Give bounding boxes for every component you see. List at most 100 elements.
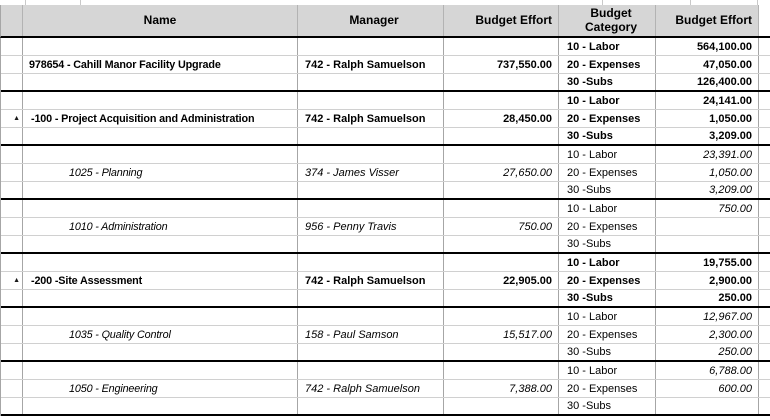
- budget-effort-detail-cell[interactable]: 6,788.00: [656, 362, 759, 379]
- budget-effort-cell[interactable]: [444, 200, 559, 217]
- manager-cell[interactable]: [298, 182, 444, 198]
- manager-cell[interactable]: 956 - Penny Travis: [298, 218, 444, 235]
- budget-effort-detail-cell[interactable]: 1,050.00: [656, 110, 759, 127]
- header-budget-effort-detail[interactable]: Budget Effort: [656, 5, 759, 36]
- budget-effort-detail-cell[interactable]: 126,400.00: [656, 74, 759, 90]
- manager-cell[interactable]: [298, 236, 444, 252]
- manager-cell[interactable]: [298, 308, 444, 325]
- budget-category-cell[interactable]: 10 - Labor: [559, 146, 656, 163]
- budget-effort-cell[interactable]: [444, 398, 559, 414]
- budget-effort-cell[interactable]: [444, 92, 559, 109]
- budget-effort-cell[interactable]: 27,650.00: [444, 164, 559, 181]
- budget-effort-cell[interactable]: 28,450.00: [444, 110, 559, 127]
- budget-effort-detail-cell[interactable]: 47,050.00: [656, 56, 759, 73]
- name-cell[interactable]: 978654 - Cahill Manor Facility Upgrade: [23, 56, 298, 73]
- name-cell[interactable]: -200 -Site Assessment: [23, 272, 298, 289]
- manager-cell[interactable]: 158 - Paul Samson: [298, 326, 444, 343]
- name-cell[interactable]: [23, 182, 298, 198]
- budget-effort-cell[interactable]: [444, 344, 559, 360]
- budget-effort-detail-cell[interactable]: [656, 218, 759, 235]
- budget-effort-detail-cell[interactable]: 750.00: [656, 200, 759, 217]
- manager-cell[interactable]: 742 - Ralph Samuelson: [298, 110, 444, 127]
- budget-effort-detail-cell[interactable]: 2,900.00: [656, 272, 759, 289]
- budget-effort-detail-cell[interactable]: 600.00: [656, 380, 759, 397]
- name-cell[interactable]: [23, 290, 298, 306]
- manager-cell[interactable]: [298, 38, 444, 55]
- budget-effort-cell[interactable]: 22,905.00: [444, 272, 559, 289]
- budget-category-cell[interactable]: 30 -Subs: [559, 74, 656, 90]
- budget-category-cell[interactable]: 30 -Subs: [559, 236, 656, 252]
- manager-cell[interactable]: [298, 146, 444, 163]
- manager-cell[interactable]: [298, 128, 444, 144]
- manager-cell[interactable]: [298, 200, 444, 217]
- budget-effort-detail-cell[interactable]: [656, 398, 759, 414]
- budget-effort-detail-cell[interactable]: 12,967.00: [656, 308, 759, 325]
- budget-category-cell[interactable]: 30 -Subs: [559, 398, 656, 414]
- budget-effort-detail-cell[interactable]: 3,209.00: [656, 182, 759, 198]
- budget-category-cell[interactable]: 10 - Labor: [559, 362, 656, 379]
- budget-category-cell[interactable]: 30 -Subs: [559, 344, 656, 360]
- budget-effort-cell[interactable]: 15,517.00: [444, 326, 559, 343]
- budget-category-cell[interactable]: 20 - Expenses: [559, 110, 656, 127]
- budget-effort-detail-cell[interactable]: 24,141.00: [656, 92, 759, 109]
- name-cell[interactable]: [23, 344, 298, 360]
- budget-category-cell[interactable]: 20 - Expenses: [559, 272, 656, 289]
- budget-category-cell[interactable]: 20 - Expenses: [559, 326, 656, 343]
- budget-category-cell[interactable]: 10 - Labor: [559, 200, 656, 217]
- budget-effort-detail-cell[interactable]: 3,209.00: [656, 128, 759, 144]
- budget-effort-cell[interactable]: [444, 362, 559, 379]
- name-cell[interactable]: [23, 128, 298, 144]
- name-cell[interactable]: [23, 146, 298, 163]
- manager-cell[interactable]: [298, 92, 444, 109]
- budget-effort-cell[interactable]: [444, 290, 559, 306]
- budget-effort-cell[interactable]: 750.00: [444, 218, 559, 235]
- budget-category-cell[interactable]: 20 - Expenses: [559, 218, 656, 235]
- budget-effort-detail-cell[interactable]: 250.00: [656, 344, 759, 360]
- budget-effort-cell[interactable]: [444, 182, 559, 198]
- name-cell[interactable]: [23, 236, 298, 252]
- budget-effort-detail-cell[interactable]: 564,100.00: [656, 38, 759, 55]
- budget-effort-detail-cell[interactable]: 250.00: [656, 290, 759, 306]
- manager-cell[interactable]: 742 - Ralph Samuelson: [298, 272, 444, 289]
- name-cell[interactable]: [23, 92, 298, 109]
- header-name[interactable]: Name: [23, 5, 298, 36]
- budget-category-cell[interactable]: 10 - Labor: [559, 38, 656, 55]
- budget-category-cell[interactable]: 30 -Subs: [559, 182, 656, 198]
- name-cell[interactable]: [23, 398, 298, 414]
- name-cell[interactable]: 1025 - Planning: [23, 164, 298, 181]
- name-cell[interactable]: [23, 38, 298, 55]
- budget-effort-cell[interactable]: [444, 128, 559, 144]
- budget-effort-cell[interactable]: [444, 74, 559, 90]
- budget-effort-cell[interactable]: [444, 236, 559, 252]
- budget-category-cell[interactable]: 20 - Expenses: [559, 56, 656, 73]
- name-cell[interactable]: 1035 - Quality Control: [23, 326, 298, 343]
- budget-effort-detail-cell[interactable]: 23,391.00: [656, 146, 759, 163]
- collapse-triangle-icon[interactable]: ▲: [13, 115, 20, 122]
- manager-cell[interactable]: 374 - James Visser: [298, 164, 444, 181]
- budget-effort-detail-cell[interactable]: 19,755.00: [656, 254, 759, 271]
- manager-cell[interactable]: 742 - Ralph Samuelson: [298, 56, 444, 73]
- name-cell[interactable]: [23, 254, 298, 271]
- manager-cell[interactable]: 742 - Ralph Samuelson: [298, 380, 444, 397]
- budget-category-cell[interactable]: 20 - Expenses: [559, 164, 656, 181]
- budget-category-cell[interactable]: 10 - Labor: [559, 92, 656, 109]
- name-cell[interactable]: 1010 - Administration: [23, 218, 298, 235]
- manager-cell[interactable]: [298, 290, 444, 306]
- budget-category-cell[interactable]: 20 - Expenses: [559, 380, 656, 397]
- budget-effort-detail-cell[interactable]: [656, 236, 759, 252]
- budget-effort-detail-cell[interactable]: 1,050.00: [656, 164, 759, 181]
- name-cell[interactable]: [23, 74, 298, 90]
- budget-effort-cell[interactable]: 737,550.00: [444, 56, 559, 73]
- name-cell[interactable]: [23, 308, 298, 325]
- header-manager[interactable]: Manager: [298, 5, 444, 36]
- budget-effort-detail-cell[interactable]: 2,300.00: [656, 326, 759, 343]
- manager-cell[interactable]: [298, 362, 444, 379]
- budget-effort-cell[interactable]: [444, 254, 559, 271]
- header-budget-category[interactable]: Budget Category: [559, 5, 656, 36]
- budget-effort-cell[interactable]: [444, 308, 559, 325]
- budget-category-cell[interactable]: 30 -Subs: [559, 290, 656, 306]
- budget-effort-cell[interactable]: 7,388.00: [444, 380, 559, 397]
- header-budget-effort[interactable]: Budget Effort: [444, 5, 559, 36]
- manager-cell[interactable]: [298, 74, 444, 90]
- collapse-triangle-icon[interactable]: ▲: [13, 277, 20, 284]
